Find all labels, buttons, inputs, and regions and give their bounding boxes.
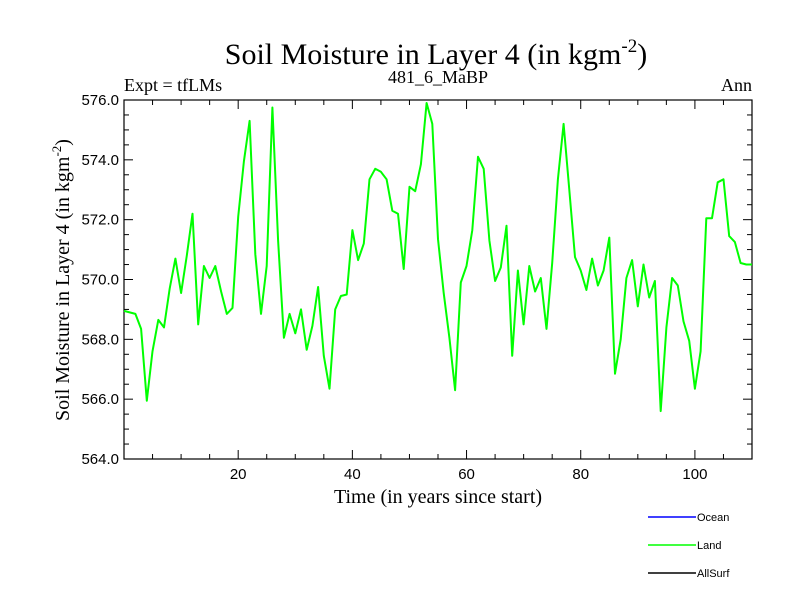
y-axis-label-sup: -2 [49, 146, 64, 157]
y-tick-label: 576.0 [81, 92, 119, 109]
legend-label-ocean: Ocean [697, 512, 729, 524]
series-line-land [123, 102, 752, 413]
y-axis-label-main: Soil Moisture in Layer 4 (in kgm [52, 156, 74, 421]
y-tick-label: 568.0 [81, 331, 119, 348]
chart-title-main: Soil Moisture in Layer 4 (in kgm [225, 38, 622, 71]
y-tick-label: 566.0 [81, 391, 119, 408]
chart-title: Soil Moisture in Layer 4 (in kgm-2) [225, 36, 647, 71]
x-axis-ticks: 20 40 60 80 100 [152, 100, 724, 483]
legend: Ocean Land AllSurf [648, 512, 730, 580]
legend-label-allsurf: AllSurf [697, 568, 730, 580]
x-tick-label: 20 [230, 466, 247, 483]
y-tick-label: 572.0 [81, 212, 119, 229]
y-axis-ticks: 564.0 566.0 568.0 570.0 572.0 574.0 576.0 [81, 92, 752, 468]
y-axis-label: Soil Moisture in Layer 4 (in kgm-2) [49, 139, 74, 421]
experiment-label: Expt = tfLMs [124, 75, 222, 95]
y-tick-label: 574.0 [81, 152, 119, 169]
chart-title-sup: -2 [621, 36, 637, 57]
y-tick-label: 570.0 [81, 272, 119, 289]
x-tick-label: 60 [458, 466, 475, 483]
x-axis-label: Time (in years since start) [334, 486, 542, 508]
x-tick-label: 40 [344, 466, 361, 483]
legend-label-land: Land [697, 540, 721, 552]
y-axis-label-close: ) [52, 139, 74, 146]
x-tick-label: 80 [572, 466, 589, 483]
y-tick-label: 564.0 [81, 451, 119, 468]
period-label: 481_6_MaBP [388, 67, 488, 87]
x-tick-label: 100 [682, 466, 707, 483]
season-label: Ann [721, 75, 752, 95]
chart-title-close: ) [637, 38, 647, 71]
